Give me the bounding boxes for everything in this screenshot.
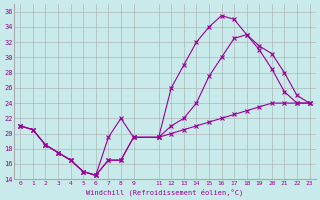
X-axis label: Windchill (Refroidissement éolien,°C): Windchill (Refroidissement éolien,°C): [86, 188, 244, 196]
